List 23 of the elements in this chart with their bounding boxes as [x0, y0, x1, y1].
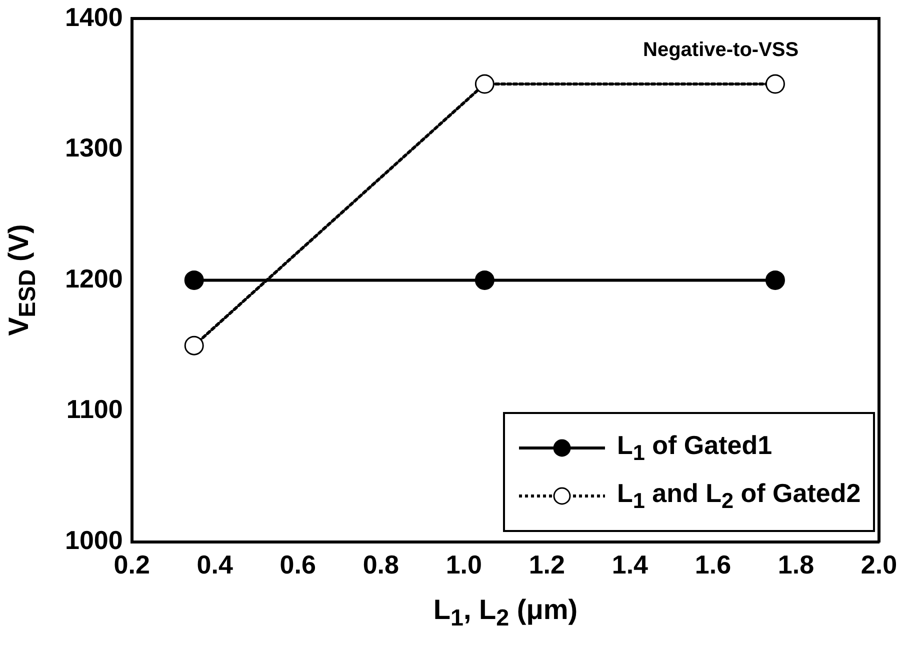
x-tick-label: 0.4 [196, 550, 234, 580]
y-tick-label: 1300 [64, 132, 123, 163]
y-tick-label: 1200 [64, 263, 123, 294]
x-tick-label: 0.8 [362, 550, 399, 580]
x-tick-label: 0.6 [280, 550, 316, 580]
point [765, 270, 785, 290]
y-tick-label: 1400 [64, 2, 123, 32]
x-tick-label: 2.0 [860, 550, 898, 580]
x-tick-label: 1.0 [446, 550, 482, 580]
annotation: Negative-to-VSS [643, 38, 799, 62]
x-axis-title: L$_{1}$, L$_{2}$ (μm) [433, 594, 578, 632]
point [765, 74, 785, 94]
x-tick-label: 1.6 [694, 550, 732, 580]
point [474, 270, 494, 290]
x-tick-label: 1.2 [528, 550, 566, 580]
x-tick-label: 1.4 [612, 550, 649, 580]
point [184, 270, 204, 290]
x-tick-label: 1.8 [778, 550, 814, 580]
legend-label: L$_{1}$ of Gated1 [617, 430, 772, 466]
point [184, 336, 204, 356]
y-tick-label: 1100 [66, 394, 123, 424]
point [474, 74, 494, 94]
legend-label: L$_{1}$ and L$_{2}$ of Gated2 [617, 478, 861, 514]
